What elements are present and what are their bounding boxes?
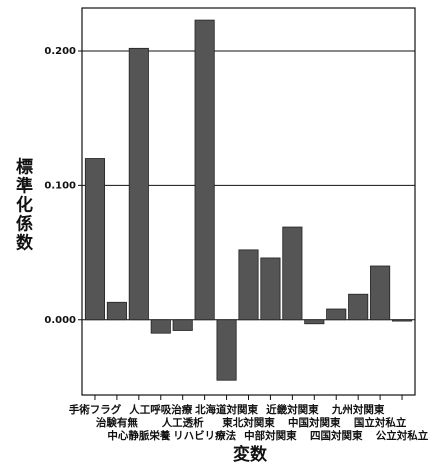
x-axis-label: 変数	[233, 444, 268, 465]
bar	[238, 249, 259, 321]
bar	[391, 319, 413, 322]
y-tick-label: 0.200	[44, 46, 76, 57]
bar	[348, 293, 369, 321]
x-tick-label: 近畿対関東	[266, 403, 319, 416]
bar	[304, 319, 325, 325]
bar	[106, 301, 127, 321]
bar	[128, 47, 149, 321]
bar	[216, 319, 237, 381]
x-tick-label: 手術フラグ	[69, 403, 122, 416]
x-tick-label: 中部対関東	[244, 429, 297, 442]
x-tick-label: 人工透析	[162, 416, 204, 429]
x-tick-label: 北海道対関東	[195, 403, 258, 416]
x-tick-label: 中心静脈栄養	[107, 429, 170, 442]
x-tick-label: 治験有無	[96, 416, 138, 429]
x-tick-label: 国立対私立	[354, 416, 407, 429]
bar	[150, 319, 171, 334]
bar	[172, 319, 193, 331]
x-tick-label: 中国対関東	[288, 416, 341, 429]
bar	[260, 257, 281, 321]
x-tick-label: リハビリ療法	[173, 429, 236, 442]
bar	[326, 308, 347, 321]
y-tick-label: 0.100	[44, 180, 76, 191]
bar	[282, 226, 303, 321]
x-tick-label: 人工呼吸治療	[129, 403, 192, 416]
y-tick-label: 0.000	[44, 315, 76, 326]
x-tick-label: 公立対私立	[376, 429, 429, 442]
bar	[194, 19, 215, 321]
x-tick-label: 九州対関東	[331, 403, 385, 416]
bar	[84, 158, 106, 321]
x-tick-label: 東北対関東	[222, 416, 275, 429]
y-axis-label: 標準化係数	[12, 156, 33, 252]
x-tick-label: 四国対関東	[310, 429, 363, 442]
bar	[370, 265, 391, 321]
